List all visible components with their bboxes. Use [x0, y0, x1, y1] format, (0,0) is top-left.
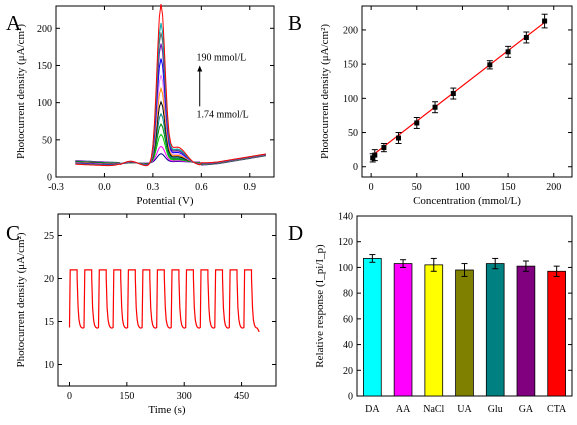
panel-d-ytick-label: 20: [343, 366, 353, 377]
panel-b-ytick-label: 50: [348, 128, 358, 139]
panel-b-data-point: [381, 145, 387, 151]
panel-a-ytick-label: 100: [37, 98, 52, 109]
panel-d-category-label: GA: [519, 404, 534, 415]
panel-b-data-point: [542, 18, 548, 24]
panel-c-xtick-label: 0: [67, 391, 72, 402]
panel-a-plot-frame: [55, 5, 275, 178]
panel-c-time-response-chart: 10 15 20 25 0 150 300 450 Photocurrent density (…: [15, 213, 277, 416]
panel-d-bar: [363, 258, 382, 397]
panel-a-xtick-label: 0.0: [98, 182, 111, 193]
panel-d-ytick-label: 60: [343, 314, 353, 325]
panel-b-data-point: [523, 34, 529, 40]
panel-d-ytick-label: 140: [338, 212, 353, 223]
panel-d-ytick-label: 40: [343, 340, 353, 351]
panel-a-xtick-label: 0.6: [195, 182, 208, 193]
panel-d-ytick-label: 80: [343, 289, 353, 300]
panel-d-selectivity-chart: 0 20 40 60 80 100 120 140 Relative response (I_p…: [314, 212, 573, 415]
panel-a-xtick-label: 0.3: [147, 182, 160, 193]
panel-d-category-label: NaCl: [423, 404, 444, 415]
panel-label-d: D: [288, 221, 303, 245]
panel-d-category-label: Glu: [488, 404, 503, 415]
panel-a-xtick-label: -0.3: [48, 182, 64, 193]
panel-c-xtick-label: 300: [177, 391, 192, 402]
panel-d-bar: [424, 264, 444, 397]
panel-label-b: B: [288, 11, 302, 35]
panel-b-xtick-label: 150: [501, 182, 516, 193]
panel-a-voltammetry-chart: 0 50 100 150 200 -0.3 0.0 0.3 0.6 0.9 Photocurrent…: [15, 4, 275, 207]
panel-c-ytick-label: 15: [44, 317, 54, 328]
panel-b-xtick-label: 50: [412, 182, 422, 193]
panel-a-annotation-bottom: 1.74 mmol/L: [196, 110, 248, 121]
panel-a-annotation-top: 190 mmol/L: [196, 52, 246, 63]
panel-b-data-point: [450, 91, 456, 97]
panel-d-bar: [455, 269, 474, 397]
panel-c-ytick-label: 10: [44, 360, 54, 371]
panel-d-category-label: UA: [457, 404, 472, 415]
panel-d-ytick-label: 100: [338, 263, 353, 274]
panel-label-a: A: [6, 11, 22, 35]
panel-c-series-line: [68, 269, 260, 333]
panel-b-data-point: [396, 135, 402, 141]
panel-b-xtick-label: 200: [546, 182, 561, 193]
panel-b-ytick-label: 100: [343, 94, 358, 105]
panel-c-xtick-label: 150: [119, 391, 134, 402]
panel-d-category-label: AA: [396, 404, 411, 415]
panel-a-xtick-label: 0.9: [244, 182, 257, 193]
panel-a-series-line: [75, 4, 266, 167]
panel-b-calibration-chart: 0 50 100 150 200 0 50 100 150 200 Photocurrent den…: [319, 5, 573, 207]
panel-d-ytick-label: 0: [348, 392, 353, 403]
panel-a-arrow-head: [197, 65, 203, 72]
panel-d-ylabel: Relative response (I_pi/I_p): [314, 244, 326, 368]
panel-d-bar: [485, 263, 505, 397]
panel-b-xtick-label: 100: [455, 182, 470, 193]
panel-a-ylabel: Photocurrent density (μA/cm²): [15, 24, 27, 159]
panel-b-ytick-label: 0: [353, 162, 358, 173]
panel-c-xlabel: Time (s): [148, 404, 186, 416]
panel-a-xlabel: Potential (V): [136, 195, 193, 207]
panel-d-ytick-label: 120: [338, 237, 353, 248]
panel-d-bar: [393, 263, 413, 397]
panel-a-ytick-label: 50: [42, 135, 52, 146]
panel-b-ytick-label: 150: [343, 60, 358, 71]
panel-b-data-point: [432, 104, 438, 110]
panel-b-data-point: [370, 155, 376, 161]
panel-c-ytick-label: 25: [44, 231, 54, 242]
panel-a-ytick-label: 150: [37, 61, 52, 72]
panel-d-bar: [516, 265, 536, 397]
panel-c-ylabel: Photocurrent density (μA/cm²): [15, 232, 27, 367]
panel-c-plot-frame: [57, 213, 277, 387]
panel-b-data-point: [487, 62, 493, 68]
panel-a-series-line: [75, 86, 266, 165]
panel-b-ylabel: Photocurrent density (μA/cm²): [319, 24, 331, 159]
panel-c-xtick-label: 450: [234, 391, 249, 402]
panel-a-series-line: [75, 112, 266, 165]
panel-b-plot-frame: [361, 5, 573, 178]
panel-a-ytick-label: 200: [37, 24, 52, 35]
panel-b-xtick-label: 0: [369, 182, 374, 193]
panel-d-category-label: CTA: [547, 404, 567, 415]
panel-d-bar: [547, 270, 566, 397]
panel-b-data-point: [505, 49, 511, 55]
panel-b-data-point: [372, 152, 378, 158]
panel-c-ytick-label: 20: [44, 274, 54, 285]
panel-a-ytick-label: 0: [47, 173, 52, 184]
panel-b-ytick-label: 200: [343, 25, 358, 36]
panel-d-category-label: DA: [365, 404, 380, 415]
panel-label-c: C: [6, 221, 20, 245]
panel-b-data-point: [414, 120, 420, 126]
panel-b-xlabel: Concentration (mmol/L): [413, 195, 521, 207]
